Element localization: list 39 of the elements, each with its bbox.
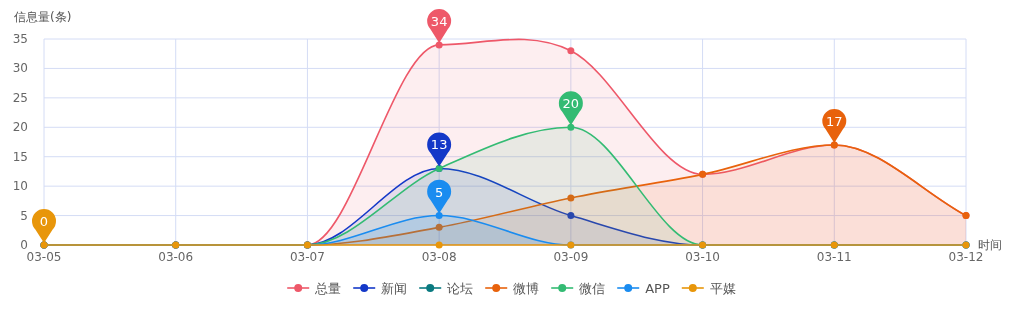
y-tick-label: 25 xyxy=(12,90,28,105)
y-tick-label: 10 xyxy=(12,179,28,194)
y-tick-label: 30 xyxy=(12,61,28,76)
y-tick-label: 35 xyxy=(12,32,28,46)
annotation: 5 xyxy=(435,184,444,200)
x-axis-title: 时间 xyxy=(978,238,1002,252)
point xyxy=(567,194,575,202)
x-tick-label: 03-09 xyxy=(553,250,589,264)
annotation: 34 xyxy=(430,13,448,29)
legend-label: 微博 xyxy=(513,281,540,296)
legend-label: 新闻 xyxy=(381,281,408,296)
point xyxy=(567,47,575,55)
point xyxy=(567,123,575,131)
point xyxy=(435,223,443,231)
annotation: 0 xyxy=(39,214,49,229)
y-axis-title: 信息量(条) xyxy=(14,10,72,24)
y-tick-label: 5 xyxy=(20,208,28,223)
x-tick-label: 03-11 xyxy=(816,250,852,264)
y-tick-label: 15 xyxy=(12,149,28,164)
legend-label: 平媒 xyxy=(709,281,736,296)
legend-label: 总量 xyxy=(314,281,342,296)
y-tick-label: 20 xyxy=(12,120,28,135)
point xyxy=(567,212,575,220)
point xyxy=(435,41,443,49)
point xyxy=(435,212,443,220)
x-tick-label: 03-08 xyxy=(421,250,457,264)
annotation: 17 xyxy=(826,113,843,129)
x-tick-label: 03-05 xyxy=(26,250,62,264)
annotation: 20 xyxy=(562,96,580,112)
x-tick-label: 03-12 xyxy=(948,250,984,264)
legend-label: 论坛 xyxy=(447,281,474,296)
x-tick-label: 03-07 xyxy=(289,250,325,264)
legend-label: APP xyxy=(645,281,670,296)
legend-label: 微信 xyxy=(579,281,606,296)
y-tick-label: 0 xyxy=(20,238,28,252)
x-tick-label: 03-10 xyxy=(685,250,721,264)
point xyxy=(435,241,443,249)
annotation: 13 xyxy=(430,137,448,153)
x-tick-label: 03-06 xyxy=(158,250,194,264)
